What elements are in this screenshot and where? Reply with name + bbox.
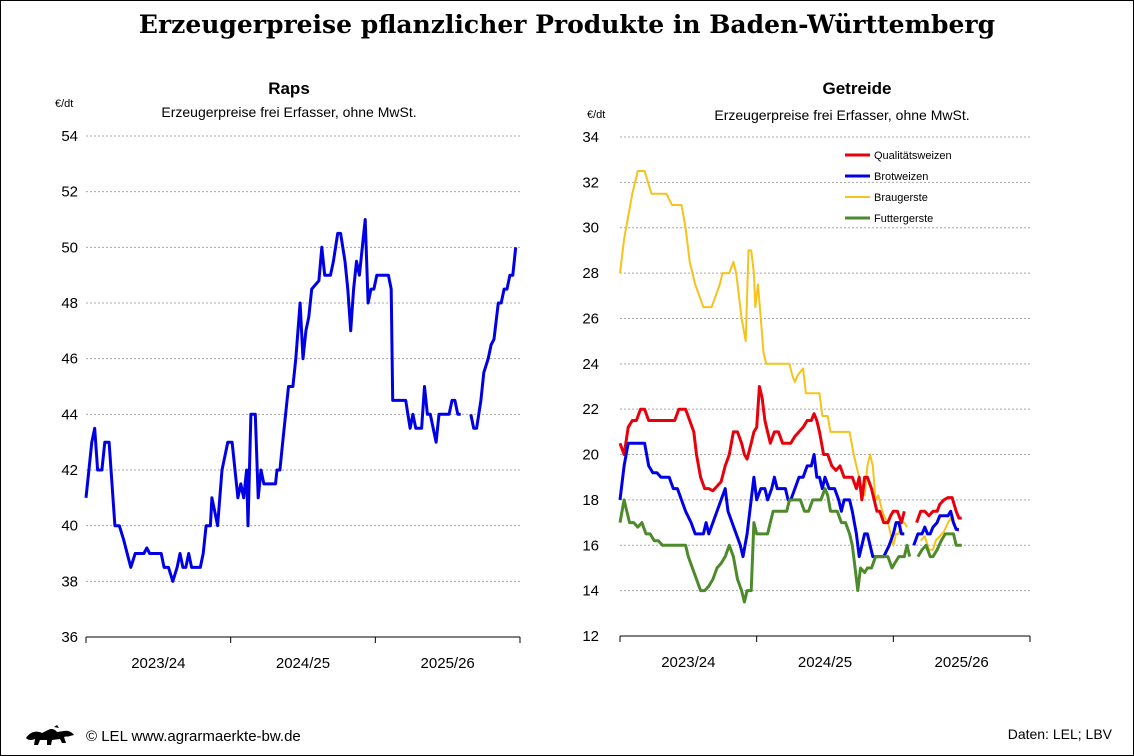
series-line-brotweizen: [618, 441, 959, 559]
raps-y-tick-label: 38: [61, 573, 78, 590]
lion-logo-icon: [26, 725, 74, 745]
getreide-y-tick-label: 34: [582, 129, 599, 146]
raps-chart: Raps Erzeugerpreise frei Erfasser, ohne …: [55, 79, 521, 672]
getreide-legend: Qualitätsweizen Brotweizen Braugerste Futte…: [845, 150, 952, 225]
raps-x-tick-label: 2025/26: [421, 655, 475, 672]
raps-y-tick-label: 48: [61, 295, 78, 312]
page-title: Erzeugerpreise pflanzlicher Produkte in …: [138, 10, 996, 39]
raps-y-unit: €/dt: [55, 98, 73, 110]
raps-y-tick-label: 36: [61, 629, 78, 646]
getreide-y-tick-label: 30: [582, 220, 599, 237]
getreide-chart-subtitle: Erzeugerpreise frei Erfasser, ohne MwSt.: [714, 107, 969, 123]
getreide-y-tick-label: 14: [582, 583, 599, 600]
getreide-y-tick-label: 26: [582, 310, 599, 327]
raps-chart-title: Raps: [268, 79, 310, 98]
series-line-qualittsweizen: [618, 385, 962, 525]
getreide-y-tick-label: 22: [582, 401, 599, 418]
getreide-x-tick-label: 2025/26: [935, 654, 989, 671]
getreide-y-unit: €/dt: [587, 109, 605, 121]
raps-y-tick-label: 52: [61, 184, 78, 201]
raps-x-tick-label: 2023/24: [131, 655, 185, 672]
data-source: Daten: LEL; LBV: [1007, 726, 1112, 742]
legend-label: Qualitätsweizen: [874, 150, 952, 162]
series-line-futtergerste: [618, 487, 962, 604]
raps-y-tick-label: 44: [61, 406, 78, 423]
raps-y-tick-label: 50: [61, 239, 78, 256]
copyright-text[interactable]: © LEL www.agrarmaerkte-bw.de: [86, 727, 301, 745]
getreide-y-tick-label: 18: [582, 492, 599, 509]
series-line-raps: [84, 218, 518, 583]
raps-y-tick-label: 46: [61, 351, 78, 368]
legend-label: Brotweizen: [874, 171, 928, 183]
raps-y-tick-label: 54: [61, 128, 78, 145]
getreide-y-tick-label: 24: [582, 356, 599, 373]
raps-y-tick-label: 40: [61, 518, 78, 535]
getreide-y-tick-label: 20: [582, 447, 599, 464]
getreide-y-tick-label: 32: [582, 174, 599, 191]
getreide-y-tick-label: 16: [582, 537, 599, 554]
raps-x-tick-label: 2024/25: [276, 655, 330, 672]
getreide-chart-title: Getreide: [823, 79, 892, 98]
footer-copyright: © LEL www.agrarmaerkte-bw.de: [24, 722, 301, 750]
getreide-x-tick-label: 2023/24: [661, 654, 715, 671]
legend-label: Braugerste: [874, 192, 928, 204]
getreide-y-tick-label: 28: [582, 265, 599, 282]
legend-label: Futtergerste: [874, 213, 933, 225]
getreide-x-tick-label: 2024/25: [798, 654, 852, 671]
getreide-y-tick-label: 12: [582, 628, 599, 645]
raps-chart-subtitle: Erzeugerpreise frei Erfasser, ohne MwSt.: [161, 104, 416, 120]
raps-y-tick-label: 42: [61, 462, 78, 479]
getreide-chart: Getreide Erzeugerpreise frei Erfasser, o…: [582, 79, 1031, 671]
